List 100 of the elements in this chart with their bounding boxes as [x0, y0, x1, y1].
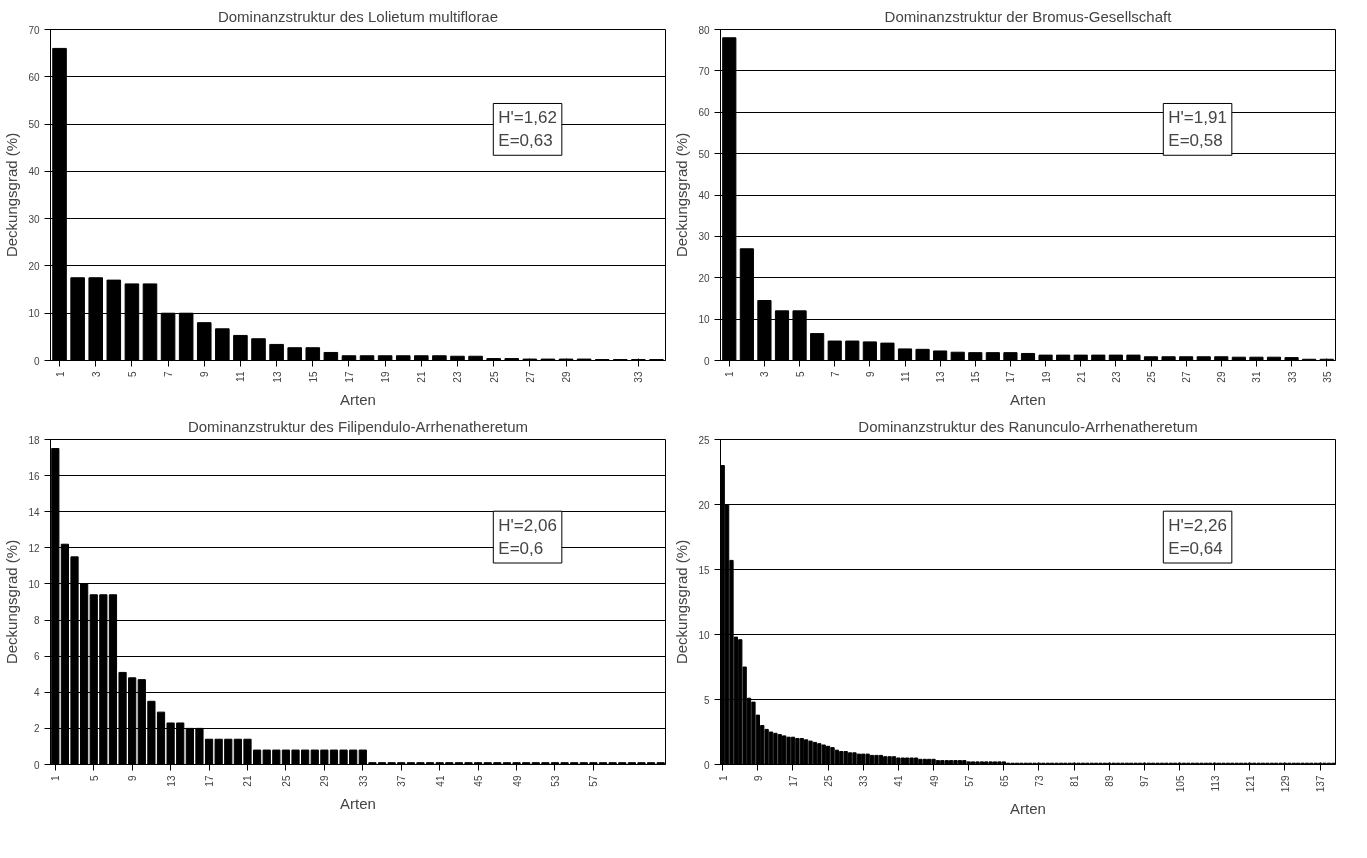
- chart-title: Dominanzstruktur des Lolietum multiflorae: [217, 7, 499, 25]
- x-tick-label: 73: [1033, 775, 1045, 787]
- y-tick-label: 2: [33, 723, 40, 735]
- y-tick-label: 0: [703, 759, 710, 771]
- y-tick-label: 14: [28, 506, 40, 518]
- x-tick-label: 33: [858, 775, 870, 787]
- y-tick-label: 70: [28, 24, 40, 36]
- y-tick-label: 0: [703, 355, 710, 367]
- x-tick-label: 13: [165, 775, 177, 787]
- x-tick-label: 27: [1181, 371, 1193, 383]
- y-tick-label: 40: [28, 166, 40, 178]
- annotation: H'=2,06: [498, 516, 557, 536]
- annotation: H'=2,26: [1168, 516, 1227, 536]
- x-tick-label: 15: [307, 371, 319, 383]
- x-tick-label: 13: [271, 371, 283, 383]
- y-axis-title: Deckungsgrad (%): [673, 132, 691, 258]
- x-tick-label: 17: [343, 371, 355, 383]
- chart-title: Dominanzstruktur des Filipendulo-Arrhenatheretum: [187, 417, 529, 435]
- x-tick-label: 23: [1110, 371, 1122, 383]
- x-tick-label: 5: [794, 371, 806, 378]
- x-tick-label: 41: [434, 775, 446, 787]
- x-tick-label: 29: [319, 775, 331, 787]
- y-tick-label: 70: [698, 65, 710, 77]
- y-tick-label: 10: [698, 629, 710, 641]
- annotation: E=0,64: [1168, 539, 1223, 558]
- x-tick-label: 21: [1075, 371, 1087, 383]
- x-tick-label: 1: [50, 775, 62, 782]
- y-tick-label: 60: [28, 71, 40, 83]
- x-tick-label: 7: [829, 371, 841, 378]
- x-tick-label: 9: [127, 775, 139, 782]
- x-tick-label: 105: [1174, 775, 1186, 793]
- x-tick-label: 27: [524, 371, 536, 383]
- x-tick-label: 81: [1069, 775, 1081, 787]
- x-tick-label: 9: [199, 371, 211, 378]
- x-tick-label: 3: [759, 371, 771, 378]
- x-tick-label: 1: [724, 371, 736, 378]
- x-tick-label: 57: [963, 775, 975, 787]
- x-tick-label: 19: [1040, 371, 1052, 383]
- y-tick-label: 10: [698, 314, 710, 326]
- x-tick-label: 3: [90, 371, 102, 378]
- chart-title: Dominanzstruktur des Ranunculo-Arrhenatheretum: [858, 417, 1198, 435]
- x-tick-label: 33: [1286, 371, 1298, 383]
- annotation: E=0,63: [498, 131, 553, 151]
- x-tick-label: 1: [717, 775, 729, 782]
- x-tick-label: 49: [928, 775, 940, 787]
- y-tick-label: 20: [698, 272, 710, 284]
- y-tick-label: 4: [33, 687, 40, 699]
- x-tick-label: 7: [163, 371, 175, 378]
- x-tick-label: 5: [126, 371, 138, 378]
- x-tick-label: 19: [380, 371, 392, 383]
- y-tick-label: 40: [698, 190, 710, 201]
- x-tick-label: 29: [1216, 371, 1228, 383]
- x-tick-label: 35: [1321, 371, 1333, 383]
- x-tick-label: 41: [893, 775, 905, 787]
- chart-title: Dominanzstruktur der Bromus-Gesellschaft: [884, 7, 1173, 25]
- x-tick-label: 13: [935, 371, 947, 383]
- x-tick-label: 15: [970, 371, 982, 383]
- x-tick-label: 17: [787, 775, 799, 787]
- y-tick-label: 5: [703, 694, 710, 706]
- y-tick-label: 30: [28, 213, 40, 225]
- x-tick-label: 21: [242, 775, 254, 787]
- x-axis-title: Arten: [340, 794, 376, 812]
- x-tick-label: 89: [1104, 775, 1116, 787]
- y-tick-label: 18: [28, 434, 40, 446]
- y-tick-label: 10: [28, 308, 40, 320]
- y-tick-label: 80: [698, 24, 710, 36]
- annotation: E=0,6: [498, 539, 544, 558]
- y-tick-label: 12: [28, 542, 40, 554]
- x-tick-label: 57: [588, 775, 600, 787]
- x-tick-label: 25: [823, 775, 835, 787]
- x-tick-label: 1: [54, 371, 66, 378]
- x-tick-label: 25: [488, 371, 500, 383]
- x-tick-label: 121: [1244, 775, 1256, 793]
- y-tick-label: 30: [698, 231, 710, 243]
- x-tick-label: 137: [1315, 775, 1327, 793]
- x-tick-label: 97: [1139, 775, 1151, 787]
- annotation: E=0,58: [1168, 131, 1223, 151]
- y-tick-label: 25: [698, 434, 710, 446]
- y-axis-title: Deckungsgrad (%): [3, 539, 21, 665]
- y-tick-label: 60: [698, 107, 710, 119]
- annotation: H'=1,62: [498, 108, 557, 128]
- x-axis-title: Arten: [340, 390, 376, 408]
- y-tick-label: 50: [698, 148, 710, 160]
- x-tick-label: 129: [1279, 775, 1291, 793]
- x-tick-label: 17: [1005, 371, 1017, 383]
- x-tick-label: 113: [1209, 775, 1221, 792]
- x-tick-label: 33: [357, 775, 369, 787]
- x-tick-label: 33: [633, 371, 645, 383]
- y-tick-label: 20: [28, 260, 40, 272]
- x-tick-label: 53: [549, 775, 561, 787]
- y-tick-label: 6: [33, 651, 40, 663]
- x-tick-label: 21: [416, 371, 428, 383]
- x-tick-label: 9: [864, 371, 876, 378]
- y-tick-label: 0: [33, 759, 40, 771]
- x-tick-label: 11: [235, 371, 247, 382]
- y-tick-label: 8: [33, 615, 40, 627]
- x-tick-label: 5: [88, 775, 100, 782]
- y-tick-label: 50: [28, 119, 40, 131]
- x-tick-label: 45: [473, 775, 485, 787]
- x-tick-label: 23: [452, 371, 464, 383]
